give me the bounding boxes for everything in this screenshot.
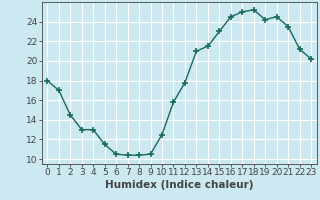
X-axis label: Humidex (Indice chaleur): Humidex (Indice chaleur) xyxy=(105,180,253,190)
